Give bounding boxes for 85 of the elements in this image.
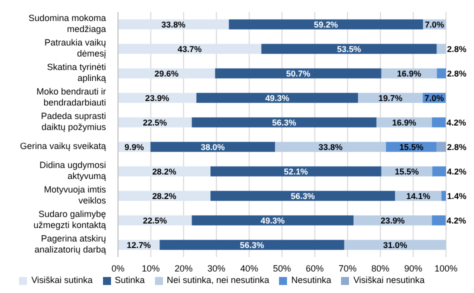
data-label: 33.8% — [161, 19, 186, 30]
bar — [432, 215, 446, 226]
x-tick-label: 90% — [404, 263, 422, 274]
data-label: 7.0% — [424, 19, 445, 30]
data-label: 56.3% — [240, 240, 264, 250]
data-label: 29.6% — [154, 68, 180, 78]
data-label: 50.7% — [286, 68, 311, 78]
y-tick-label: Sudomina mokoma medžiaga — [28, 13, 106, 34]
bar — [160, 240, 344, 250]
bar — [432, 166, 446, 176]
y-tick-label: Didina ugdymosi aktyvumą — [39, 160, 106, 182]
x-tick-label: 50% — [272, 263, 292, 274]
data-label: 15.5% — [394, 166, 420, 176]
data-label: 14.1% — [406, 190, 431, 201]
bar — [436, 142, 446, 152]
data-label: 43.7% — [178, 44, 202, 54]
data-label: 31.0% — [383, 240, 408, 250]
bar — [432, 117, 446, 128]
legend-label: Nei sutinka, nei nesutinka — [166, 275, 270, 285]
data-label: 2.8% — [447, 68, 467, 78]
bar — [441, 190, 446, 201]
data-label: 1.4% — [447, 190, 467, 201]
bar — [261, 44, 437, 54]
data-label: 4.2% — [446, 117, 466, 128]
x-tick-label: 70% — [338, 263, 357, 274]
data-label: 16.9% — [397, 68, 422, 78]
bar — [192, 215, 354, 226]
x-tick-label: 0% — [111, 263, 125, 274]
y-tick-label: Pagerina atskirų analizatorių darbą — [34, 234, 106, 255]
bar — [118, 19, 229, 30]
y-tick-label: Skatina tyrinėti aplinką — [46, 62, 106, 84]
legend-label: Nesutinka — [291, 275, 332, 285]
data-label: 56.3% — [290, 190, 316, 201]
data-label: 15.5% — [399, 142, 424, 152]
data-label: 28.2% — [152, 166, 177, 176]
bar — [150, 142, 276, 152]
x-tick-label: 40% — [240, 263, 258, 274]
bar — [228, 19, 424, 30]
bar — [210, 166, 382, 176]
data-label: 49.3% — [265, 92, 290, 103]
data-label: 12.7% — [126, 240, 152, 250]
data-label: 52.1% — [284, 166, 308, 176]
data-label: 49.3% — [260, 215, 286, 226]
data-label: 16.9% — [392, 117, 417, 128]
x-tick-label: 30% — [207, 263, 226, 274]
bar — [192, 117, 376, 128]
data-label: 28.2% — [152, 190, 177, 201]
data-label: 53.5% — [337, 44, 362, 54]
bar — [436, 44, 446, 54]
data-label: 7.0% — [424, 92, 444, 103]
data-label: 56.3% — [272, 117, 297, 128]
bar — [344, 240, 446, 250]
data-label: 23.9% — [145, 92, 170, 103]
legend-label: Visiškai nesutinka — [353, 275, 425, 285]
data-label: 2.8% — [447, 44, 467, 54]
y-tick-label: Moko bendrauti ir bendradarbiauti — [36, 86, 106, 108]
legend-label: Visiškai sutinka — [31, 275, 93, 285]
data-label: 59.2% — [314, 19, 338, 30]
data-label: 23.9% — [380, 215, 406, 226]
legend-label: Sutinka — [114, 275, 145, 285]
x-tick-label: 60% — [306, 263, 324, 274]
data-label: 22.5% — [142, 117, 168, 128]
x-tick-label: 80% — [371, 263, 390, 274]
bar — [436, 68, 446, 78]
bar — [196, 92, 358, 103]
data-label: 9.9% — [124, 142, 144, 152]
y-tick-label: Patraukia vaikų dėmesį — [44, 38, 106, 59]
data-label: 2.8% — [447, 142, 467, 152]
data-label: 19.7% — [378, 92, 403, 103]
y-tick-label: Sudaro galimybę užmegzti kontaktą — [33, 209, 106, 230]
bar — [215, 68, 382, 78]
y-tick-label: Padeda suprasti daiktų požymius — [40, 111, 106, 132]
data-label: 38.0% — [200, 142, 226, 152]
x-tick-label: 100% — [434, 263, 458, 274]
bar — [118, 44, 262, 54]
data-label: 33.8% — [318, 142, 344, 152]
data-label: 22.5% — [142, 215, 168, 226]
x-tick-label: 10% — [142, 263, 160, 274]
x-tick-label: 20% — [174, 263, 193, 274]
y-tick-label: Motyvuoja imtis veiklos — [44, 184, 106, 206]
y-tick-label: Gerina vaikų sveikatą — [20, 141, 106, 152]
data-label: 4.2% — [446, 215, 466, 226]
bar — [275, 142, 386, 152]
bar — [210, 190, 396, 201]
data-label: 4.2% — [447, 166, 467, 176]
